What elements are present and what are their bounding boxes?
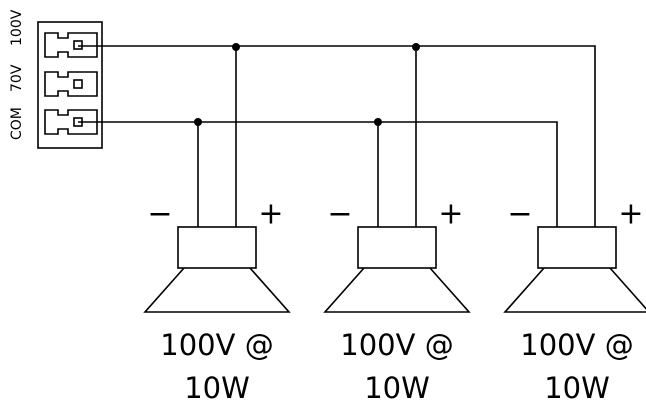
plus-sign: + — [618, 197, 643, 232]
terminals — [44, 32, 98, 135]
terminal — [44, 71, 98, 97]
plus-sign: + — [438, 197, 463, 232]
minus-sign: − — [507, 197, 532, 232]
wire-com — [78, 121, 558, 227]
terminal — [44, 32, 98, 58]
speaker-label: 10W — [184, 371, 250, 405]
speaker-label: 100V @ — [340, 328, 453, 362]
plus-sign: + — [258, 197, 283, 232]
junction — [374, 118, 382, 126]
terminal-block — [37, 21, 103, 149]
junction — [232, 43, 240, 51]
speaker-label: 10W — [364, 371, 430, 405]
speaker-label: 100V @ — [160, 328, 273, 362]
speakers: − +100V @ 10W − +100V @ 10W − +100V @ 10W — [143, 43, 646, 405]
terminal-label: 100V — [9, 9, 25, 46]
terminal — [44, 109, 98, 135]
speaker-cone — [503, 267, 646, 313]
terminal-label: 70V — [9, 64, 25, 92]
speaker-label: 10W — [544, 371, 610, 405]
speaker-magnet — [537, 226, 617, 269]
speaker-magnet — [177, 226, 257, 269]
speaker-label: 100V @ — [520, 328, 633, 362]
terminal-label: COM — [9, 107, 25, 140]
speaker-cone — [143, 267, 291, 313]
minus-sign: − — [327, 197, 352, 232]
junction — [194, 118, 202, 126]
terminal-screw — [73, 40, 83, 50]
terminal-screw — [73, 79, 83, 89]
speaker-cone — [323, 267, 471, 313]
junction — [412, 43, 420, 51]
wire-100v — [78, 45, 596, 227]
speaker-magnet — [357, 226, 437, 269]
minus-sign: − — [147, 197, 172, 232]
